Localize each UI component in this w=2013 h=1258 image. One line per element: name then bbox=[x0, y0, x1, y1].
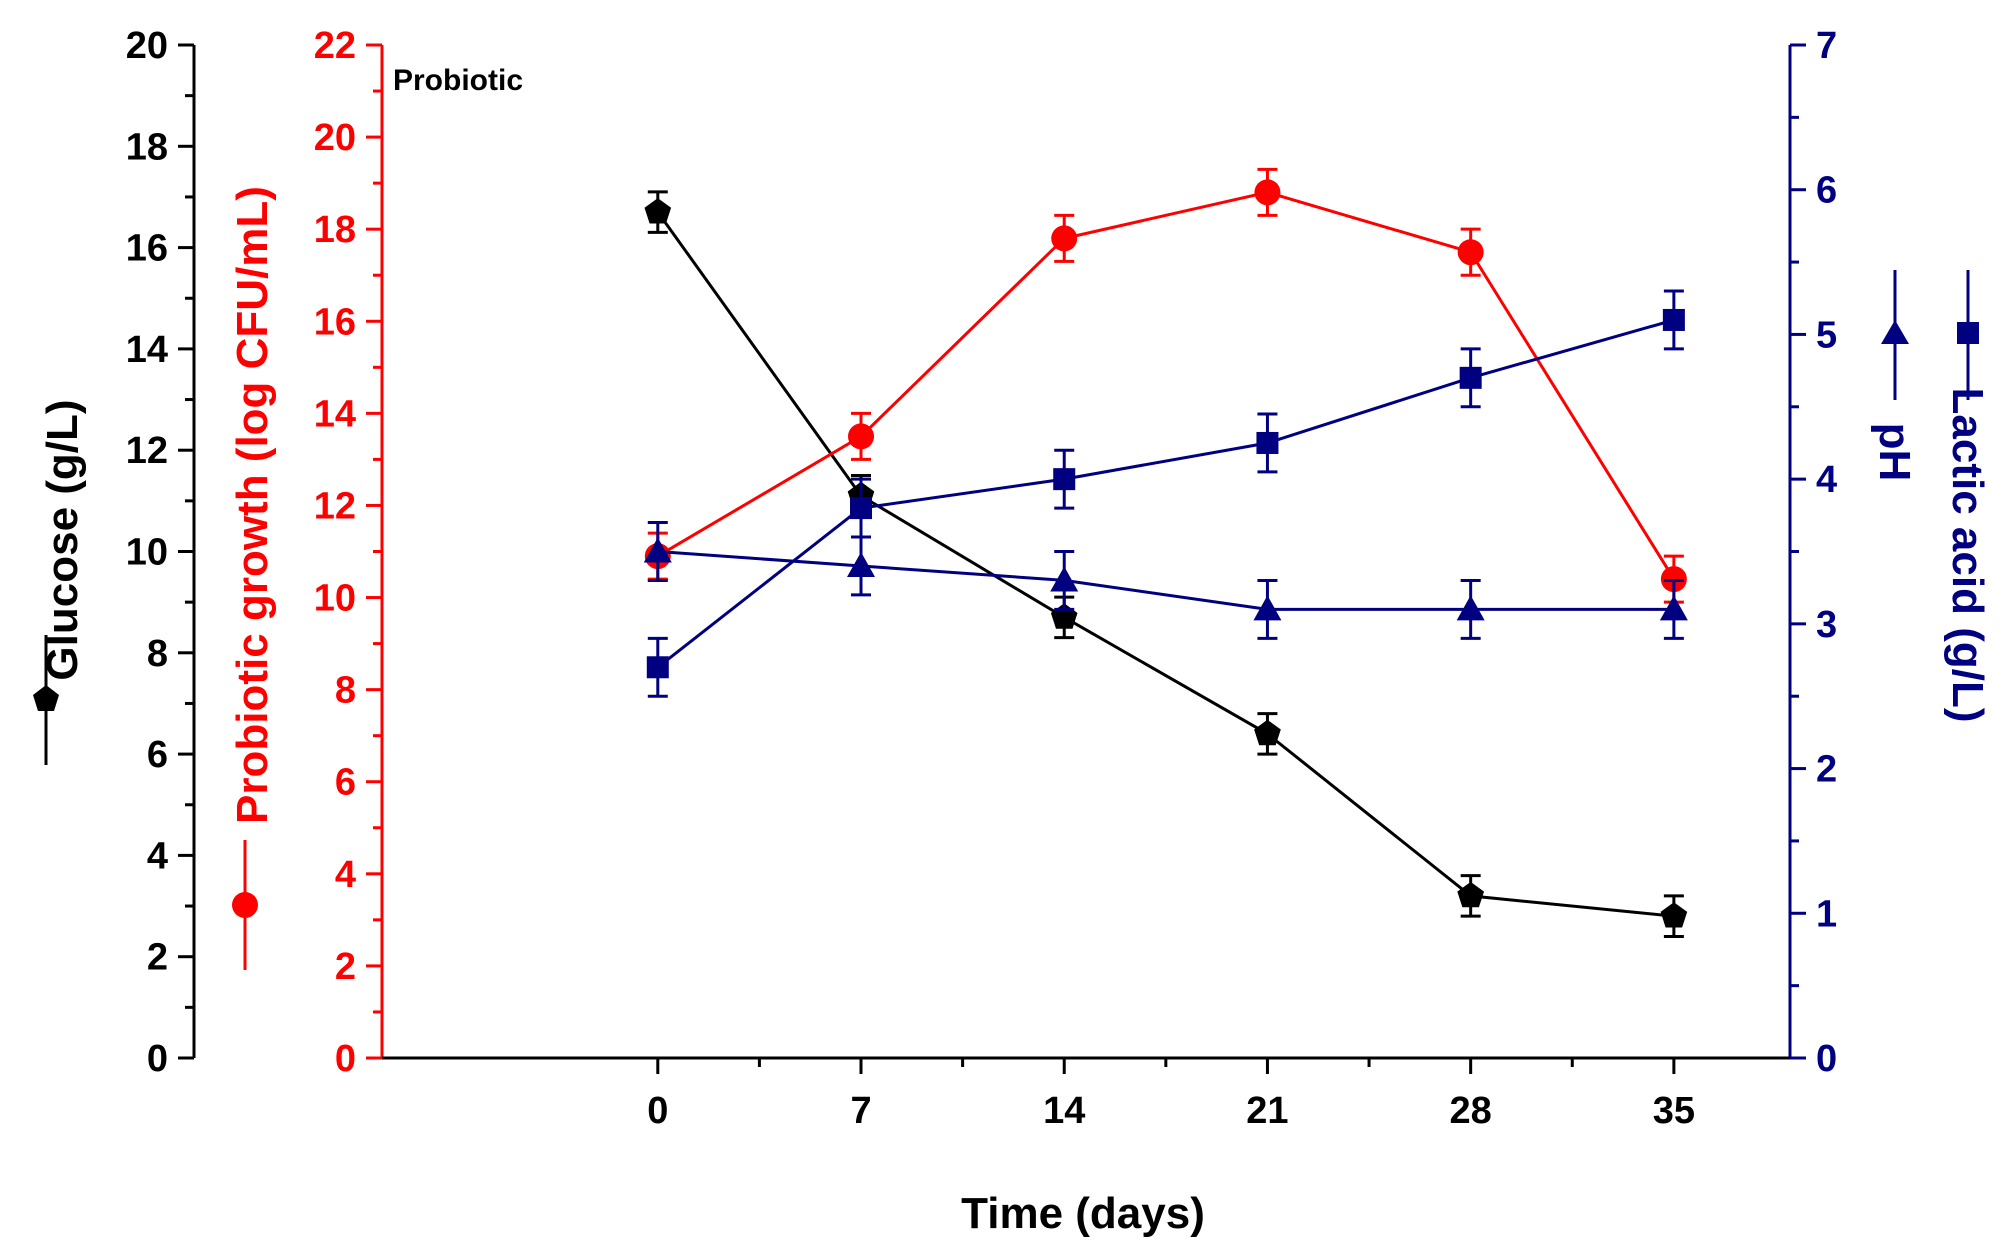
ph-legend-marker bbox=[1881, 270, 1909, 400]
right-tick-label: 6 bbox=[1816, 170, 1837, 212]
panel-label: Probiotic bbox=[393, 64, 523, 97]
growth-axis-title: Probiotic growth (log CFU/mL) bbox=[228, 186, 277, 824]
x-tick-label: 35 bbox=[1653, 1090, 1695, 1132]
glucose-tick-label: 10 bbox=[126, 532, 168, 574]
right-axis: 0 1 2 3 4 5 6 7 bbox=[1788, 25, 1837, 1080]
data-point-circle bbox=[1254, 179, 1281, 206]
lactic-legend-marker bbox=[1957, 270, 1979, 400]
right-tick-label: 0 bbox=[1816, 1038, 1837, 1080]
lactic-axis-title: Lactic acid (g/L) bbox=[1943, 388, 1992, 723]
data-point-triangle bbox=[847, 551, 876, 577]
series-line-triangle bbox=[657, 550, 1674, 611]
data-point-square bbox=[850, 497, 873, 520]
x-tick-label: 28 bbox=[1450, 1090, 1492, 1132]
x-tick-label: 21 bbox=[1246, 1090, 1288, 1132]
data-point-pentagon bbox=[644, 198, 672, 224]
data-point-square bbox=[1459, 366, 1482, 389]
growth-tick-label: 12 bbox=[314, 485, 356, 527]
glucose-tick-label: 0 bbox=[147, 1038, 168, 1080]
glucose-tick-label: 2 bbox=[147, 937, 168, 979]
ph-axis-title-group: pH bbox=[1870, 423, 1919, 482]
series-line-circle bbox=[657, 190, 1676, 580]
right-tick-label: 4 bbox=[1816, 459, 1837, 501]
growth-tick-label: 18 bbox=[314, 209, 356, 251]
growth-legend-marker bbox=[232, 840, 258, 970]
growth-tick-label: 10 bbox=[314, 578, 356, 620]
circle-marker-icon bbox=[232, 892, 258, 918]
lactic-axis-title-group: Lactic acid (g/L) bbox=[1943, 388, 1992, 723]
x-tick-label: 0 bbox=[647, 1090, 668, 1132]
x-axis: 0 7 14 21 28 35 bbox=[382, 1056, 1790, 1132]
glucose-tick-label: 14 bbox=[126, 329, 168, 371]
series-triangle bbox=[643, 521, 1688, 640]
growth-tick-label: 16 bbox=[314, 301, 356, 343]
glucose-tick-label: 8 bbox=[147, 633, 168, 675]
glucose-tick-label: 4 bbox=[147, 835, 168, 877]
glucose-legend-marker bbox=[33, 635, 59, 765]
right-tick-label: 1 bbox=[1816, 893, 1837, 935]
growth-tick-label: 0 bbox=[335, 1038, 356, 1080]
right-tick-label: 5 bbox=[1816, 314, 1837, 356]
series-layer bbox=[643, 167, 1688, 938]
data-point-circle bbox=[1457, 239, 1484, 266]
growth-tick-label: 8 bbox=[335, 670, 356, 712]
ph-axis-title: pH bbox=[1870, 423, 1919, 482]
data-point-pentagon bbox=[1457, 881, 1484, 908]
series-square bbox=[646, 289, 1685, 698]
data-point-circle bbox=[848, 423, 875, 450]
growth-tick-label: 14 bbox=[314, 393, 356, 435]
square-marker-icon bbox=[1957, 322, 1979, 344]
data-point-square bbox=[1662, 308, 1685, 331]
data-point-circle bbox=[1051, 225, 1078, 252]
series-line-square bbox=[656, 318, 1675, 669]
glucose-axis-title: Glucose (g/L) bbox=[38, 399, 87, 680]
glucose-tick-label: 18 bbox=[126, 126, 168, 168]
series-line-pentagon bbox=[656, 211, 1675, 918]
series-circle bbox=[644, 167, 1687, 604]
x-tick-label: 14 bbox=[1043, 1090, 1085, 1132]
series-pentagon bbox=[644, 190, 1688, 938]
triangle-marker-icon bbox=[1881, 320, 1909, 344]
right-tick-label: 2 bbox=[1816, 749, 1837, 791]
glucose-tick-label: 6 bbox=[147, 734, 168, 776]
x-axis-title: Time (days) bbox=[961, 1189, 1205, 1238]
growth-axis-title-group: Probiotic growth (log CFU/mL) bbox=[228, 186, 277, 824]
glucose-axis: 0 2 4 6 8 10 12 14 16 18 20 bbox=[126, 25, 196, 1080]
growth-tick-label: 6 bbox=[335, 762, 356, 804]
growth-tick-label: 22 bbox=[314, 25, 356, 67]
glucose-tick-label: 16 bbox=[126, 228, 168, 270]
x-tick-label: 7 bbox=[850, 1090, 871, 1132]
data-point-triangle bbox=[643, 537, 672, 563]
growth-tick-label: 4 bbox=[335, 854, 356, 896]
data-point-square bbox=[646, 656, 669, 679]
data-point-square bbox=[1256, 431, 1279, 454]
data-point-pentagon bbox=[1660, 902, 1688, 928]
data-point-pentagon bbox=[1254, 719, 1281, 746]
data-point-triangle bbox=[1659, 595, 1688, 621]
data-point-square bbox=[1053, 468, 1076, 491]
growth-axis: 0 2 4 6 8 10 12 14 16 18 20 22 bbox=[314, 25, 384, 1080]
data-point-triangle bbox=[1253, 595, 1282, 621]
glucose-tick-label: 12 bbox=[126, 430, 168, 472]
right-tick-label: 7 bbox=[1816, 25, 1837, 67]
data-point-triangle bbox=[1050, 566, 1079, 592]
glucose-tick-label: 20 bbox=[126, 25, 168, 67]
data-point-triangle bbox=[1456, 595, 1485, 621]
pentagon-marker-icon bbox=[33, 685, 59, 711]
growth-tick-label: 20 bbox=[314, 117, 356, 159]
growth-tick-label: 2 bbox=[335, 946, 356, 988]
right-tick-label: 3 bbox=[1816, 604, 1837, 646]
glucose-axis-title-group: Glucose (g/L) bbox=[38, 399, 87, 680]
